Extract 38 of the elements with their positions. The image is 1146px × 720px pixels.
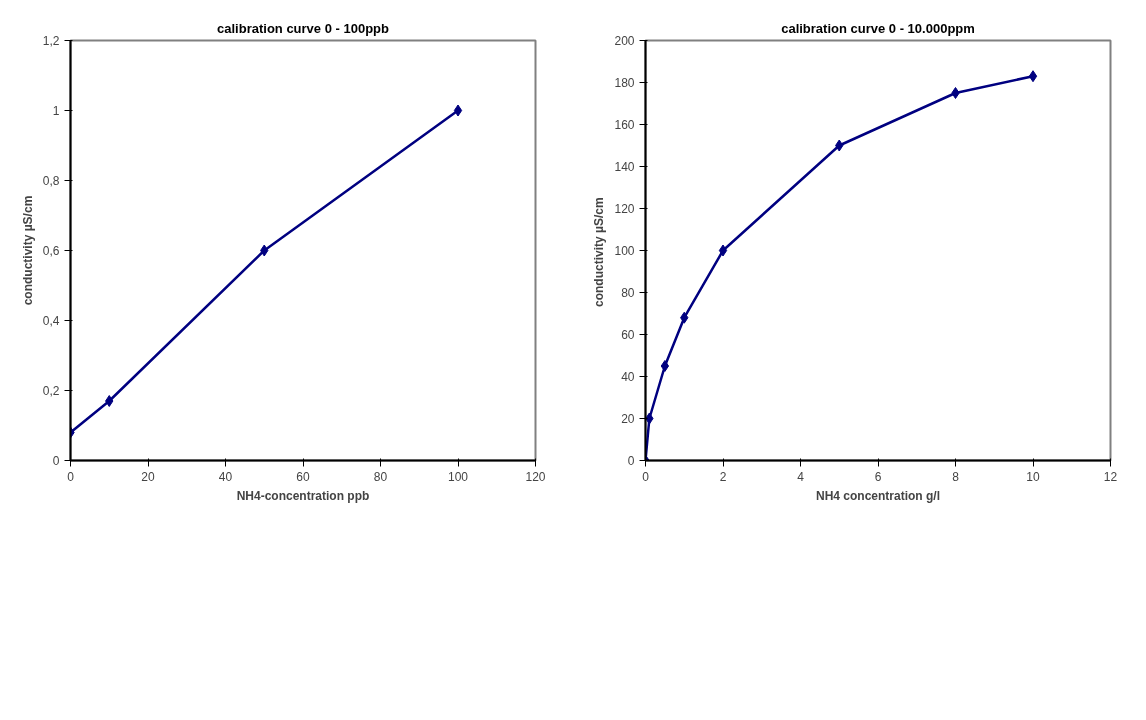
y-tick-label: 1,2 <box>42 34 60 48</box>
y-tick-label: 0,2 <box>42 384 60 398</box>
y-tick-label: 160 <box>614 118 635 132</box>
y-axis-title: conductivity µS/cm <box>20 195 35 306</box>
chart-title: calibration curve 0 - 100ppb <box>217 20 390 36</box>
y-tick-label: 140 <box>614 160 635 174</box>
x-axis-title: NH4 concentration g/l <box>815 488 941 503</box>
y-tick-label: 0 <box>52 454 60 468</box>
y-tick-label: 100 <box>614 244 635 258</box>
y-tick-label: 0,8 <box>42 174 60 188</box>
y-tick-label: 180 <box>614 76 635 90</box>
y-tick-label: 80 <box>621 286 635 300</box>
x-tick-label: 100 <box>447 469 469 484</box>
x-tick-label: 0 <box>642 469 650 484</box>
x-tick-label: 2 <box>719 469 727 484</box>
chart-title: calibration curve 0 - 10.000ppm <box>781 20 975 36</box>
x-tick-label: 40 <box>218 469 233 484</box>
y-tick-label: 200 <box>614 34 635 48</box>
y-tick-label: 0 <box>627 454 635 468</box>
x-tick-label: 120 <box>525 469 546 484</box>
y-tick-label: 1 <box>52 104 60 118</box>
y-tick-label: 20 <box>621 412 635 426</box>
x-tick-label: 80 <box>373 469 388 484</box>
x-tick-label: 4 <box>797 469 805 484</box>
y-axis-title: conductivity µS/cm <box>592 197 607 307</box>
x-tick-label: 60 <box>296 469 310 484</box>
y-tick-label: 120 <box>614 202 635 216</box>
x-tick-label: 20 <box>141 469 155 484</box>
x-tick-label: 12 <box>1103 469 1118 484</box>
x-tick-label: 0 <box>67 469 75 484</box>
y-tick-label: 0,6 <box>42 244 60 258</box>
y-tick-label: 0,4 <box>42 314 60 328</box>
x-tick-label: 10 <box>1026 469 1040 484</box>
x-tick-label: 8 <box>952 469 960 484</box>
x-axis-title: NH4-concentration ppb <box>236 488 370 503</box>
y-tick-label: 60 <box>621 328 635 342</box>
y-tick-label: 40 <box>621 370 635 384</box>
x-tick-label: 6 <box>874 469 882 484</box>
